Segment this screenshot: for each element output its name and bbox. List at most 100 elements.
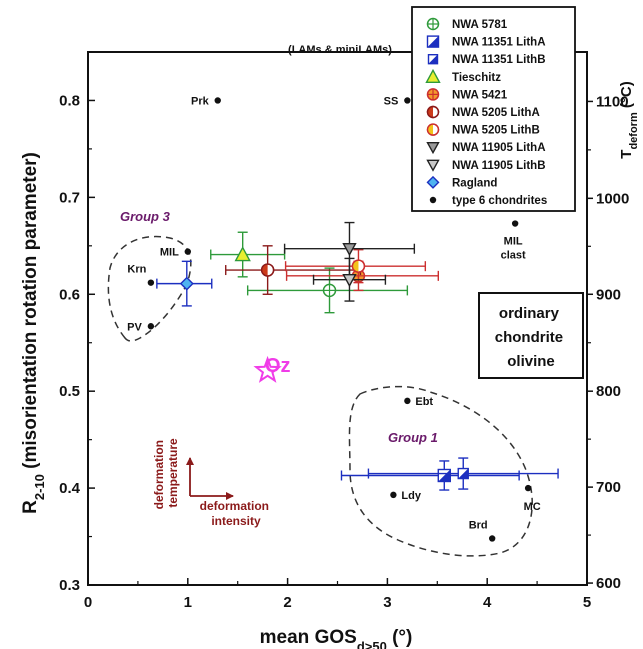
point-label: MC <box>524 501 541 513</box>
legend-label: NWA 5205 LithA <box>452 107 540 119</box>
legend-entry: Tieschitz <box>425 68 501 84</box>
marker-outline <box>426 105 440 119</box>
marker <box>404 97 411 104</box>
group1-outline <box>348 385 533 557</box>
marker <box>214 97 221 104</box>
data-point-type-6-chondrites <box>511 220 519 227</box>
y-tick-label: 0.4 <box>59 480 81 497</box>
data-point-type-6-chondrites <box>404 397 411 405</box>
data-point-type-6-chondrites <box>488 535 496 542</box>
marker-fill <box>438 469 451 482</box>
point-label: Krn <box>127 264 146 276</box>
annotation-lams: (LAMs & miniLAMs) <box>288 44 392 56</box>
point-label: Prk <box>191 95 210 107</box>
y2-tick-label: 700 <box>596 479 621 496</box>
legend-label: NWA 11905 LithB <box>452 160 546 172</box>
y-tick-label: 0.8 <box>59 92 80 109</box>
y2-tick-label: 1000 <box>596 190 629 207</box>
marker <box>404 397 411 405</box>
x-tick-label: 5 <box>583 594 591 611</box>
arrow-label-temperature: deformation temperature <box>152 437 180 510</box>
y-tick-label: 0.3 <box>59 577 80 594</box>
x-tick-label: 0 <box>84 594 92 611</box>
data-point-nwa-5205-lithb <box>284 248 427 284</box>
y2-tick-label: 600 <box>596 575 621 592</box>
point-label: PV <box>127 321 142 333</box>
data-point-nwa-11905-litha <box>283 221 416 276</box>
data-point-type-6-chondrites <box>184 248 191 255</box>
marker-outline <box>426 123 440 136</box>
point-labels: Prk SS MIL Krn PV MIL clast Ebt Ldy MC Brd <box>127 95 541 531</box>
legend-label: NWA 5421 <box>452 89 508 101</box>
oz-label: Oz <box>265 355 291 377</box>
olivine-box-text: ordinary chondrite olivine <box>495 305 568 370</box>
data-point-type-6-chondrites <box>214 97 221 104</box>
y-tick-label: 0.6 <box>59 286 80 303</box>
axes: 0 1 2 3 4 5 0.3 0.4 0.5 0.6 0.7 0.8 600 700 800 900 1000… <box>59 51 629 611</box>
y2-tick-label: 800 <box>596 383 621 400</box>
legend-entry: NWA 11905 LithA <box>426 142 546 155</box>
legend-label: Tieschitz <box>452 72 501 84</box>
data-point-type-6-chondrites <box>147 323 155 330</box>
data-point-nwa-11351-lithb <box>367 457 559 490</box>
marker <box>488 535 496 542</box>
marker-fill <box>458 468 469 479</box>
point-label: SS <box>384 95 399 107</box>
data-point-nwa-11351-litha <box>340 460 520 491</box>
data-point-ragland <box>156 260 213 307</box>
oz-star-marker <box>253 355 282 383</box>
marker <box>147 323 155 330</box>
legend-label: Ragland <box>452 177 497 189</box>
legend-label: NWA 5205 LithB <box>452 125 540 137</box>
legend-label: type 6 chondrites <box>452 195 547 207</box>
marker <box>426 142 440 155</box>
y-tick-label: 0.7 <box>59 189 80 206</box>
y-tick-label: 0.5 <box>59 383 80 400</box>
legend-entry: NWA 11351 LithB <box>427 54 546 66</box>
marker <box>184 248 191 255</box>
marker <box>524 484 532 492</box>
legend-label: NWA 11351 LithB <box>452 54 546 66</box>
legend-label: NWA 11351 LithA <box>452 37 546 49</box>
marker <box>426 159 440 172</box>
x-tick-label: 3 <box>383 594 391 611</box>
data-points <box>147 97 559 542</box>
point-label: Brd <box>469 519 488 531</box>
legend-label: NWA 11905 LithA <box>452 142 546 154</box>
legend-entry: type 6 chondrites <box>429 195 547 207</box>
legend-label: NWA 5781 <box>452 19 508 31</box>
marker-outline <box>351 259 366 273</box>
marker <box>342 274 357 288</box>
legend-entry: NWA 11905 LithB <box>426 159 546 172</box>
arrow-label-intensity: deformation intensity <box>200 499 273 528</box>
data-point-type-6-chondrites <box>390 491 397 499</box>
legend-entry: NWA 5205 LithA <box>426 105 540 119</box>
y2-tick-label: 1100 <box>596 93 629 110</box>
marker-fill <box>427 36 439 48</box>
point-label: Ldy <box>401 490 421 502</box>
marker <box>426 175 440 189</box>
legend: NWA 5781 NWA 11351 LithA NWA 11351 LithB Ti… <box>411 6 576 212</box>
point-label: MIL clast <box>501 236 526 262</box>
marker <box>429 196 437 204</box>
olivine-box <box>478 292 584 379</box>
y2-tick-label: 900 <box>596 286 621 303</box>
marker-fill <box>428 54 438 64</box>
data-point-nwa-5781 <box>246 267 409 314</box>
data-point-type-6-chondrites <box>147 279 155 286</box>
marker <box>179 276 194 291</box>
group3-label: Group 3 <box>120 209 171 224</box>
marker <box>390 491 397 499</box>
marker <box>342 243 357 257</box>
marker <box>147 279 155 286</box>
data-point-type-6-chondrites <box>524 484 532 492</box>
marker <box>425 68 441 83</box>
x-axis-label: mean GOSd>50 (°) <box>260 627 413 649</box>
point-label: MIL <box>160 247 179 259</box>
x-tick-label: 2 <box>283 594 291 611</box>
data-point-type-6-chondrites <box>404 97 411 104</box>
legend-entry: Ragland <box>426 175 497 189</box>
marker-outline <box>260 263 275 277</box>
y2-axis-label: Tdeform (°C) <box>618 81 640 158</box>
